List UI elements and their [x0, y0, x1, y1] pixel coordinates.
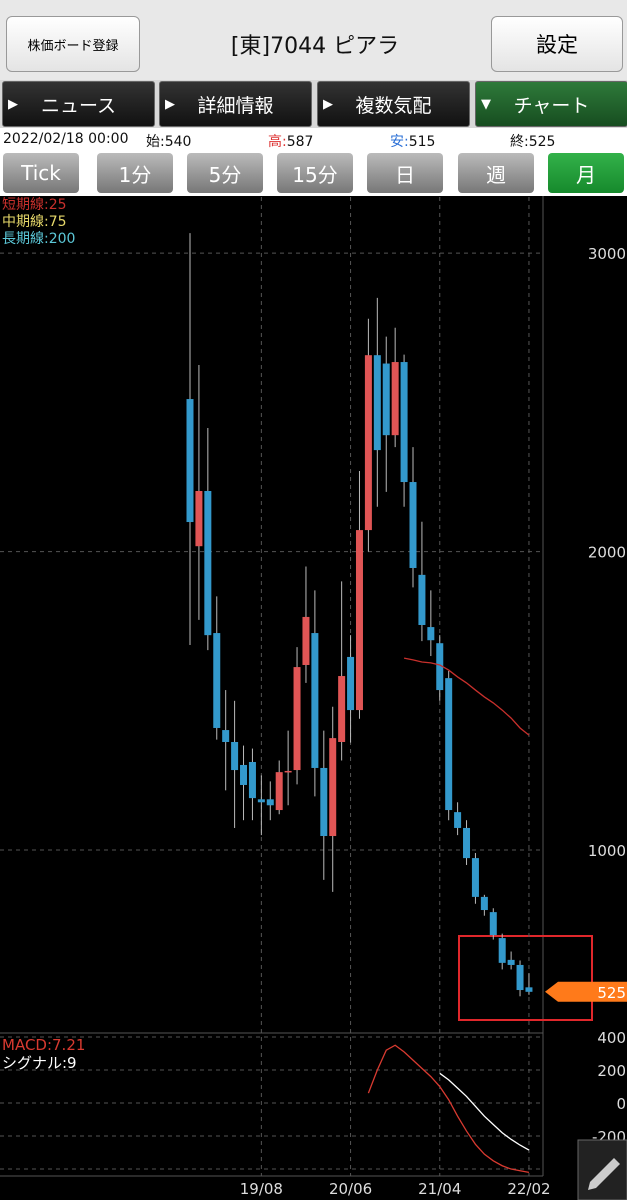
candle-body — [293, 667, 301, 771]
tab-bar: ▶ ニュース ▶ 詳細情報 ▶ 複数気配 ▼ チャート — [0, 80, 627, 128]
candle-body — [373, 355, 381, 451]
candle-body — [489, 912, 497, 936]
period-bar: Tick 1分 5分 15分 日 週 月 — [0, 151, 627, 196]
candle-body — [400, 362, 408, 483]
ohlc-value: 515 — [408, 134, 436, 150]
candle-body — [507, 959, 515, 965]
period-button[interactable]: 5分 — [187, 153, 263, 193]
candle-body — [186, 399, 194, 523]
x-tick-label: 21/04 — [418, 1180, 461, 1198]
ohlc-value: 587 — [286, 134, 314, 150]
tab-label: 複数気配 — [355, 94, 432, 117]
pencil-icon — [588, 1158, 620, 1190]
last-price-label: 525 — [597, 984, 626, 1002]
candle-body — [213, 633, 221, 728]
tab[interactable]: ▶ 複数気配 — [317, 81, 470, 127]
highlight-box — [458, 935, 593, 1021]
candle-body — [195, 490, 203, 547]
legend-entry: シグナル:9 — [2, 1054, 77, 1072]
y-tick-label: 0 — [616, 1095, 626, 1113]
candle-body — [480, 896, 488, 911]
x-tick-label: 19/08 — [240, 1180, 283, 1198]
candle-body — [338, 676, 346, 742]
y-tick-label: 400 — [597, 1029, 626, 1047]
candle-body — [409, 482, 417, 568]
settings-button[interactable]: 設定 — [491, 16, 623, 72]
candle-body — [436, 643, 444, 691]
ohlc-label: 始: — [146, 134, 165, 150]
series-line — [439, 1072, 530, 1151]
period-button[interactable]: 1分 — [97, 153, 173, 193]
candle-body — [418, 574, 426, 625]
candle-body — [382, 363, 390, 436]
y-tick-label: 2000 — [588, 544, 626, 562]
ohlc-value: 540 — [164, 134, 192, 150]
x-tick-label: 20/06 — [329, 1180, 372, 1198]
ohlc-value: 525 — [528, 134, 556, 150]
candle-body — [275, 772, 283, 811]
title: [東]7044 ピアラ — [230, 34, 400, 59]
candle-body — [347, 656, 355, 711]
ohlc-label: 終: — [510, 134, 529, 150]
y-tick-label: 1000 — [588, 842, 626, 860]
candle-body — [257, 799, 265, 803]
top-bar: 株価ボード登録 [東]7044 ピアラ 設定 — [0, 0, 627, 80]
period-button[interactable]: 15分 — [277, 153, 353, 193]
candle-body — [454, 812, 462, 828]
candle-body — [364, 355, 372, 531]
tab-label: チャート — [513, 94, 590, 117]
tab-label: 詳細情報 — [197, 94, 274, 117]
candle-body — [471, 858, 479, 897]
tab[interactable]: ▶ 詳細情報 — [159, 81, 312, 127]
y-tick-label: 3000 — [588, 245, 626, 263]
period-button[interactable]: 月 — [548, 153, 624, 193]
legend-entry: MACD:7.21 — [2, 1036, 85, 1054]
candle-body — [311, 633, 319, 768]
candle-body — [302, 616, 310, 665]
candle-body — [498, 938, 506, 963]
candle-body — [525, 987, 533, 992]
ohlc-info: 2022/02/18 00:00 始:540 高:587 安:515 終:525 — [0, 128, 627, 151]
ohlc-label: 安: — [390, 134, 409, 150]
edit-button[interactable] — [577, 1139, 627, 1200]
series-line — [403, 657, 530, 736]
period-button[interactable]: 週 — [458, 153, 534, 193]
tab-label: ニュース — [40, 94, 117, 117]
candle-body — [204, 490, 212, 636]
tab[interactable]: ▶ ニュース — [2, 81, 155, 127]
candle-body — [284, 770, 292, 773]
candle-body — [231, 741, 239, 771]
candle-body — [355, 530, 363, 711]
candle-body — [516, 964, 524, 991]
legend-entry: 長期線:200 — [2, 231, 75, 247]
candle-body — [240, 764, 248, 785]
period-button[interactable]: Tick — [3, 153, 79, 193]
x-tick-label: 22/02 — [507, 1180, 550, 1198]
y-tick-label: 200 — [597, 1062, 626, 1080]
legend-entry: 中期線:75 — [2, 214, 67, 230]
candle-body — [248, 761, 256, 799]
candle-body — [445, 678, 453, 811]
datetime: 2022/02/18 00:00 — [3, 131, 129, 147]
period-button[interactable]: 日 — [367, 153, 443, 193]
candle-body — [391, 362, 399, 436]
candle-body — [222, 730, 230, 742]
last-price-tag — [545, 981, 627, 1002]
candle-body — [463, 827, 471, 859]
tab[interactable]: ▼ チャート — [475, 81, 627, 127]
register-button[interactable]: 株価ボード登録 — [6, 16, 140, 72]
series-line — [367, 1044, 530, 1173]
candle-body — [320, 767, 328, 837]
legend-entry: 短期線:25 — [2, 197, 67, 213]
ohlc-label: 高: — [268, 134, 287, 150]
candle-body — [329, 738, 337, 837]
candle-body — [427, 627, 435, 641]
candle-body — [266, 799, 274, 806]
